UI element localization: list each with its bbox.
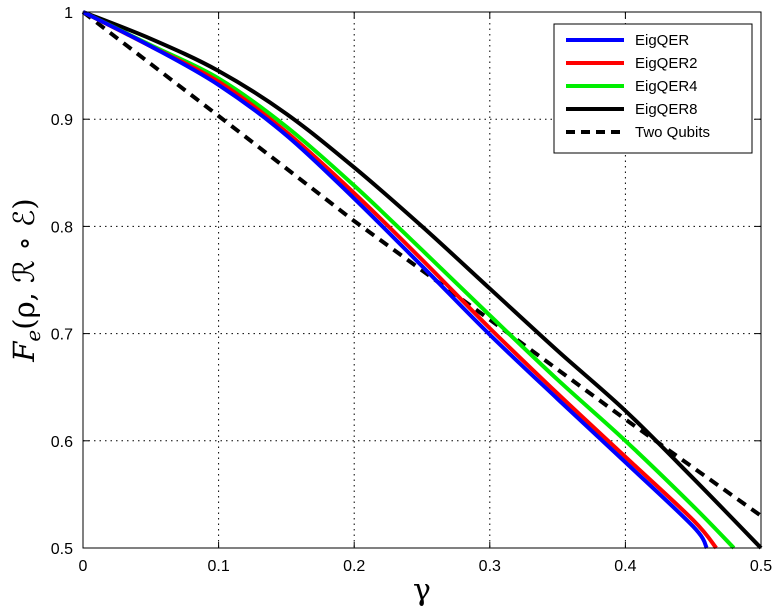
legend: EigQER EigQER2 EigQER4 EigQER8 Two Qubits xyxy=(553,23,753,154)
y-tick-label: 0.7 xyxy=(51,327,73,344)
legend-label: EigQER2 xyxy=(635,55,698,72)
y-tick-label: 0.5 xyxy=(51,541,73,558)
x-axis-label: γ xyxy=(413,573,431,608)
x-tick-label: 0.4 xyxy=(614,558,636,575)
y-tick-label: 0.9 xyxy=(51,112,73,129)
x-tick-label: 0.1 xyxy=(207,558,229,575)
plot-frame xyxy=(82,11,762,549)
legend-label: EigQER4 xyxy=(635,78,698,95)
y-axis-label: Fe(ρ, ℛ ∘ ℰ) xyxy=(7,198,45,362)
legend-label: Two Qubits xyxy=(635,124,710,141)
y-label-main: F xyxy=(7,341,41,363)
x-tick-label: 0.5 xyxy=(750,558,772,575)
series-line-eigqer xyxy=(82,10,709,550)
legend-label: EigQER xyxy=(635,32,689,49)
series-line-eigqer2 xyxy=(82,10,718,550)
series-group xyxy=(81,10,763,550)
y-label-sub: e xyxy=(21,330,45,342)
y-tick-label: 0.6 xyxy=(51,434,73,451)
series-line-eigqer8 xyxy=(82,10,763,550)
y-label-args: (ρ, ℛ ∘ ℰ) xyxy=(7,198,41,329)
tick-labels: 0 0.1 0.2 0.3 0.4 0.5 0.5 0.6 0.7 0.8 0.9 1 xyxy=(51,5,772,575)
axis-ticks xyxy=(82,11,762,549)
series-line-eigqer4 xyxy=(82,10,736,550)
x-tick-label: 0 xyxy=(79,558,88,575)
x-tick-label: 0.3 xyxy=(479,558,501,575)
y-tick-label: 1 xyxy=(64,5,73,22)
x-tick-label: 0.2 xyxy=(343,558,365,575)
legend-label: EigQER8 xyxy=(635,101,698,118)
y-tick-label: 0.8 xyxy=(51,219,73,236)
